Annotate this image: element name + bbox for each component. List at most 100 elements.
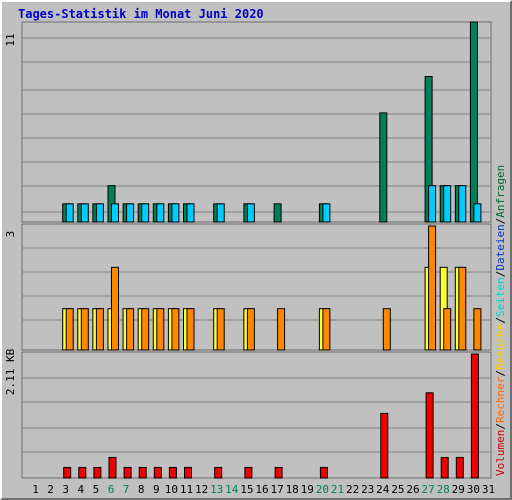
- x-tick-label: 17: [270, 483, 283, 496]
- bar-volumen: [108, 456, 117, 479]
- legend-separator: /: [494, 317, 507, 324]
- bar-anfragen: [469, 21, 478, 223]
- bar-volumen: [455, 456, 464, 479]
- bar-rechner: [473, 308, 482, 351]
- x-tick-label: 26: [406, 483, 419, 496]
- bar-volumen: [244, 466, 253, 479]
- chart-panel-3: [21, 351, 492, 479]
- bar-rechner: [322, 308, 331, 351]
- bar-rechner: [126, 308, 135, 351]
- bar-volumen: [168, 466, 177, 479]
- x-tick-label: 13: [210, 483, 223, 496]
- legend-item-volumen: Volumen: [494, 430, 507, 476]
- y-max-label-1: 11: [4, 33, 17, 46]
- bar-dateien: [156, 203, 165, 223]
- chart-title: Tages-Statistik im Monat Juni 2020: [18, 7, 264, 21]
- bar-dateien: [246, 203, 255, 223]
- bar-dateien: [186, 203, 195, 223]
- bar-dateien: [80, 203, 89, 223]
- legend-separator: /: [494, 370, 507, 377]
- x-tick-label: 14: [225, 483, 239, 496]
- legend-item-anfragen: Anfragen: [494, 165, 507, 218]
- bar-volumen: [63, 466, 72, 479]
- bar-volumen: [78, 466, 87, 479]
- x-tick-label: 12: [195, 483, 208, 496]
- bar-volumen: [470, 353, 479, 479]
- x-tick-label: 22: [346, 483, 359, 496]
- legend-item-dateien: Dateien: [494, 224, 507, 270]
- bar-rechner: [111, 266, 119, 351]
- bar-rechner: [95, 308, 104, 351]
- x-tick-label: 27: [421, 483, 434, 496]
- bar-volumen: [319, 466, 328, 479]
- x-tick-label: 24: [376, 483, 390, 496]
- x-tick-label: 10: [165, 483, 178, 496]
- bar-dateien: [428, 185, 437, 223]
- bar-rechner: [65, 308, 74, 351]
- bar-rechner: [382, 308, 391, 351]
- bar-dateien: [216, 203, 225, 223]
- x-tick-label: 20: [316, 483, 329, 496]
- x-tick-label: 5: [93, 483, 100, 496]
- bar-anfragen: [273, 203, 282, 223]
- x-tick-label: 29: [452, 483, 465, 496]
- x-tick-label: 28: [437, 483, 450, 496]
- chart-panel-1: [21, 21, 492, 223]
- bar-volumen: [153, 466, 162, 479]
- bar-dateien: [111, 203, 119, 223]
- bar-dateien: [65, 203, 74, 223]
- bar-dateien: [171, 203, 180, 223]
- y-max-label-2: 3: [4, 231, 17, 238]
- x-tick-label: 19: [301, 483, 314, 496]
- x-tick-label: 16: [255, 483, 268, 496]
- bar-rechner: [141, 308, 150, 351]
- legend: Volumen/Rechner/Besuche/Seiten/Dateien/A…: [494, 165, 507, 476]
- bar-volumen: [380, 412, 389, 479]
- x-tick-label: 8: [138, 483, 145, 496]
- chart-panel-2: [21, 223, 492, 351]
- x-tick-label: 4: [77, 483, 84, 496]
- x-tick-label: 7: [123, 483, 130, 496]
- bar-volumen: [274, 466, 283, 479]
- bar-rechner: [156, 308, 165, 351]
- bar-dateien: [95, 203, 104, 223]
- x-tick-label: 30: [467, 483, 480, 496]
- bar-rechner: [186, 308, 195, 351]
- legend-separator: /: [494, 423, 507, 430]
- bar-volumen: [214, 466, 223, 479]
- x-tick-label: 23: [361, 483, 374, 496]
- x-tick-label: 6: [108, 483, 115, 496]
- bar-volumen: [440, 456, 449, 479]
- bar-dateien: [141, 203, 150, 223]
- bar-volumen: [425, 392, 434, 479]
- bar-anfragen: [379, 112, 388, 223]
- legend-item-rechner: Rechner: [494, 376, 507, 423]
- x-tick-label: 1: [32, 483, 39, 496]
- x-tick-label: 31: [482, 483, 495, 496]
- x-tick-label: 2: [47, 483, 54, 496]
- bar-rechner: [216, 308, 225, 351]
- x-tick-label: 15: [240, 483, 253, 496]
- bar-volumen: [123, 466, 132, 479]
- legend-separator: /: [494, 271, 507, 278]
- x-tick-label: 11: [180, 483, 193, 496]
- legend-item-besuche: Besuche: [494, 324, 507, 370]
- legend-separator: /: [494, 218, 507, 225]
- bar-rechner: [458, 266, 467, 351]
- bar-volumen: [184, 466, 192, 479]
- bar-dateien: [443, 185, 452, 223]
- bar-rechner: [80, 308, 89, 351]
- bar-dateien: [473, 203, 482, 223]
- bar-volumen: [93, 466, 102, 479]
- x-tick-label: 9: [153, 483, 160, 496]
- legend-item-seiten: Seiten: [494, 277, 507, 317]
- bar-dateien: [322, 203, 331, 223]
- bar-dateien: [458, 185, 467, 223]
- x-tick-label: 18: [286, 483, 299, 496]
- bar-rechner: [277, 308, 286, 351]
- bar-rechner: [443, 308, 452, 351]
- y-max-label-3: 2.11 KB: [4, 348, 17, 395]
- bar-volumen: [138, 466, 147, 479]
